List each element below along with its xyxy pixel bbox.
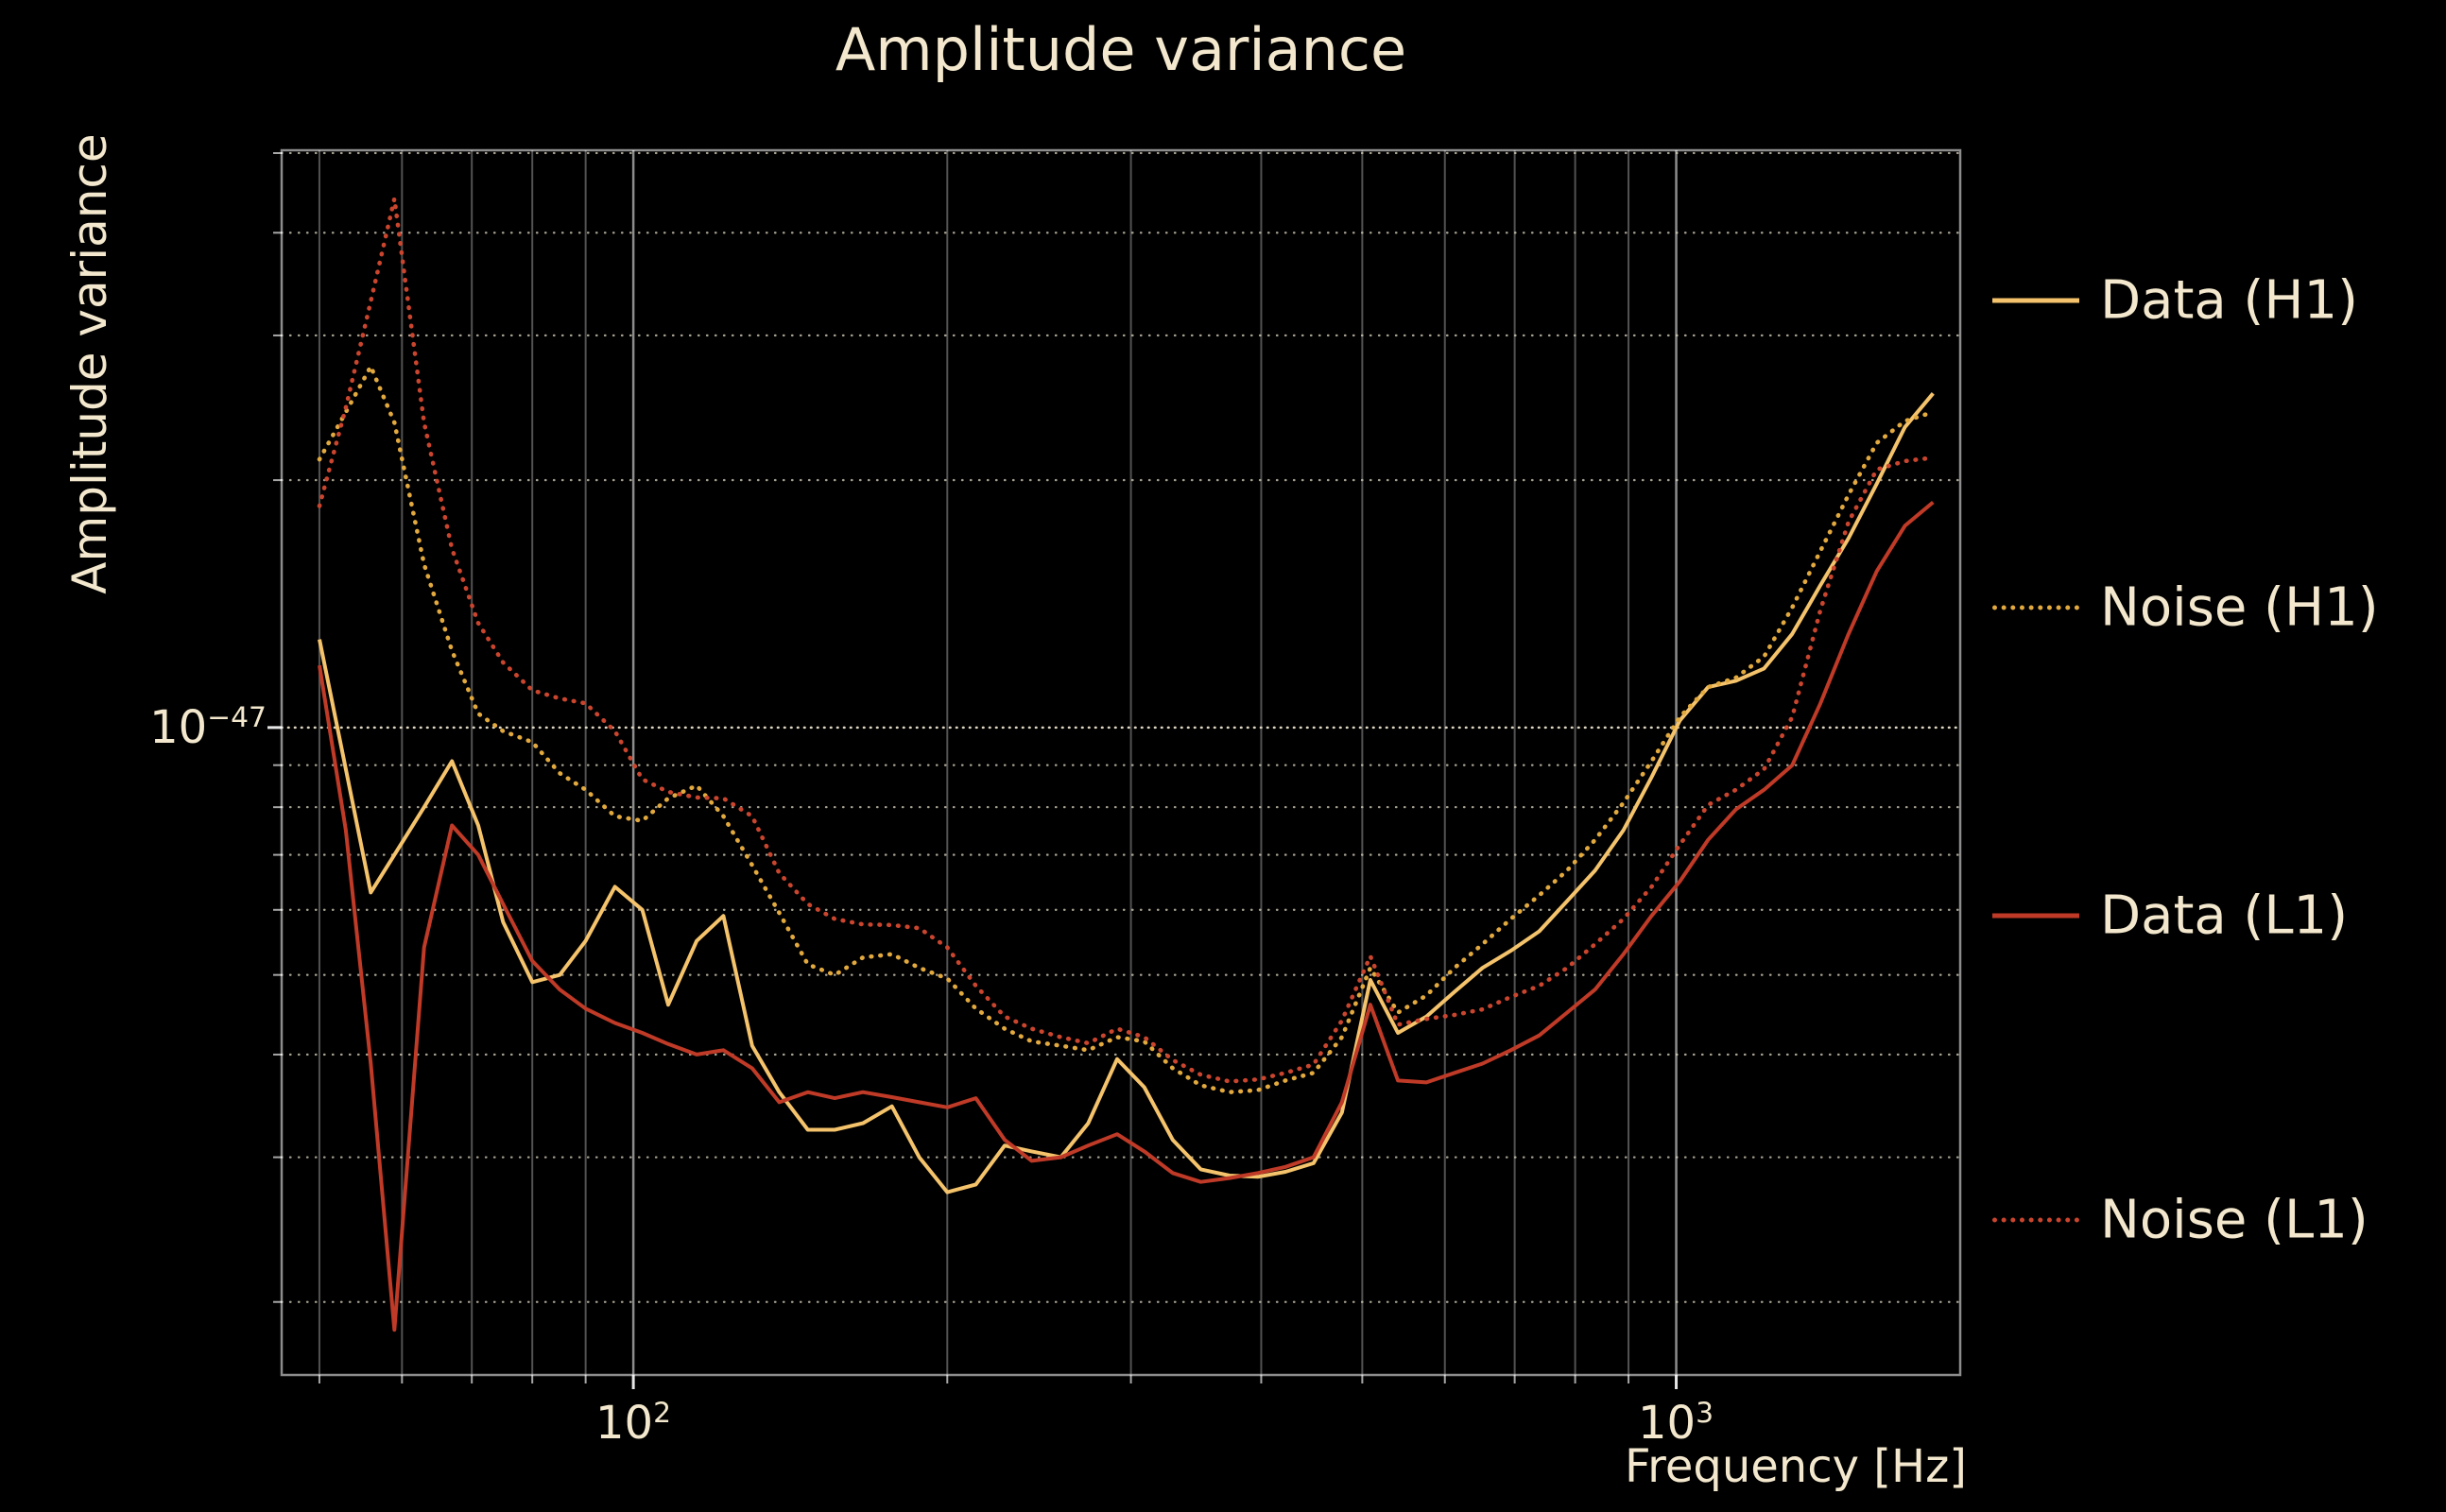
grid-vertical	[318, 150, 1678, 1375]
legend: Data (H1) Noise (H1) Data (L1) Noise (L1…	[1992, 0, 2437, 1512]
legend-label: Data (H1)	[2100, 269, 2358, 332]
tick-exponent: 3	[1696, 1397, 1714, 1430]
chart-title: Amplitude variance	[835, 15, 1407, 84]
series-line-noise-l1	[317, 197, 1936, 1084]
legend-label: Data (L1)	[2100, 885, 2349, 947]
axes-frame	[280, 148, 1962, 1377]
tick-base: 10	[1637, 1397, 1697, 1450]
tick-exponent: −47	[207, 701, 267, 734]
series-line-data-h1	[318, 392, 1935, 1194]
legend-line-sample-dotted-red	[1992, 1217, 2079, 1223]
legend-label: Noise (L1)	[2100, 1189, 2368, 1251]
x-tick-label-100: 102	[595, 1397, 671, 1450]
tick-base: 10	[149, 701, 208, 754]
y-axis-label: Amplitude variance	[62, 133, 117, 594]
tick-base: 10	[594, 1397, 654, 1450]
legend-line-sample-solid-red	[1992, 913, 2079, 919]
plot-frame	[280, 148, 1962, 1377]
x-axis-label: Frequency [Hz]	[1625, 1440, 1967, 1493]
legend-entry-data-l1: Data (L1)	[1992, 885, 2348, 947]
series-line-data-l1	[318, 500, 1935, 1332]
legend-label: Noise (H1)	[2100, 576, 2379, 639]
series-lines	[317, 197, 1936, 1332]
axis-ticks	[267, 152, 1679, 1389]
legend-line-sample-solid-gold	[1992, 298, 2079, 303]
grid-horizontal	[280, 151, 1962, 1303]
y-tick-label: 10−47	[149, 701, 267, 754]
tick-exponent: 2	[653, 1397, 672, 1430]
x-tick-label-1000: 103	[1638, 1397, 1714, 1450]
legend-entry-data-h1: Data (H1)	[1992, 270, 2358, 332]
series-line-noise-h1	[317, 364, 1936, 1094]
legend-line-sample-dotted-gold	[1992, 605, 2079, 610]
legend-entry-noise-h1: Noise (H1)	[1992, 577, 2379, 639]
legend-entry-noise-l1: Noise (L1)	[1992, 1190, 2368, 1251]
